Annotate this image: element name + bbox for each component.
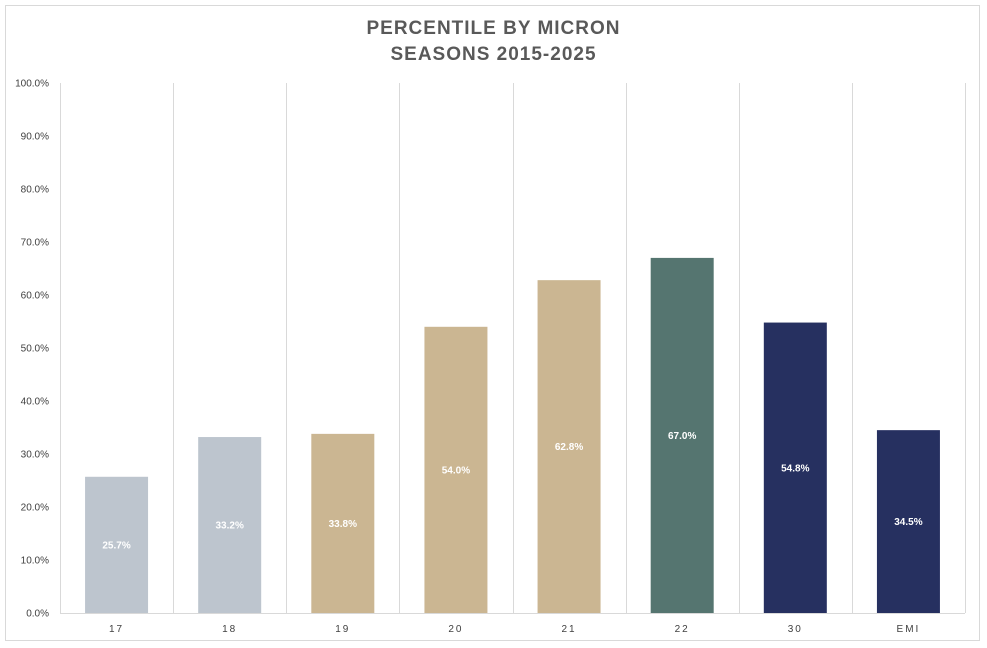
x-tick-label: 18: [222, 624, 237, 635]
bar: [424, 326, 488, 613]
x-tick-label: 19: [335, 624, 350, 635]
data-label: 25.7%: [102, 540, 130, 551]
bar: [537, 280, 601, 613]
chart-title: PERCENTILE BY MICRON: [366, 18, 621, 39]
y-tick-label: 60.0%: [21, 291, 49, 302]
y-tick-label: 10.0%: [21, 556, 49, 567]
data-label: 62.8%: [555, 442, 583, 453]
bar: [85, 476, 149, 613]
x-tick-label: 17: [109, 624, 124, 635]
data-label: 33.2%: [216, 521, 244, 532]
x-tick-label: 22: [675, 624, 690, 635]
x-tick-label: EMI: [897, 624, 921, 635]
x-tick-label: 30: [788, 624, 803, 635]
y-tick-label: 0.0%: [26, 609, 49, 620]
bar: [650, 257, 714, 613]
x-tick-label: 20: [448, 624, 463, 635]
y-tick-label: 80.0%: [21, 185, 49, 196]
bar: [311, 433, 375, 613]
bar: [763, 322, 827, 613]
y-tick-label: 20.0%: [21, 503, 49, 514]
data-label: 54.0%: [442, 465, 470, 476]
y-tick-label: 40.0%: [21, 397, 49, 408]
chart-title-block: PERCENTILE BY MICRON SEASONS 2015-2025: [0, 16, 987, 68]
bar: [198, 437, 262, 613]
data-label: 33.8%: [329, 519, 357, 530]
bar: [876, 430, 940, 613]
y-tick-label: 90.0%: [21, 132, 49, 143]
data-label: 67.0%: [668, 431, 696, 442]
y-tick-label: 30.0%: [21, 450, 49, 461]
y-tick-label: 70.0%: [21, 238, 49, 249]
x-tick-label: 21: [562, 624, 577, 635]
y-tick-label: 50.0%: [21, 344, 49, 355]
data-label: 54.8%: [781, 463, 809, 474]
data-label: 34.5%: [894, 517, 922, 528]
chart-subtitle: SEASONS 2015-2025: [390, 44, 597, 65]
y-tick-label: 100.0%: [15, 79, 49, 90]
